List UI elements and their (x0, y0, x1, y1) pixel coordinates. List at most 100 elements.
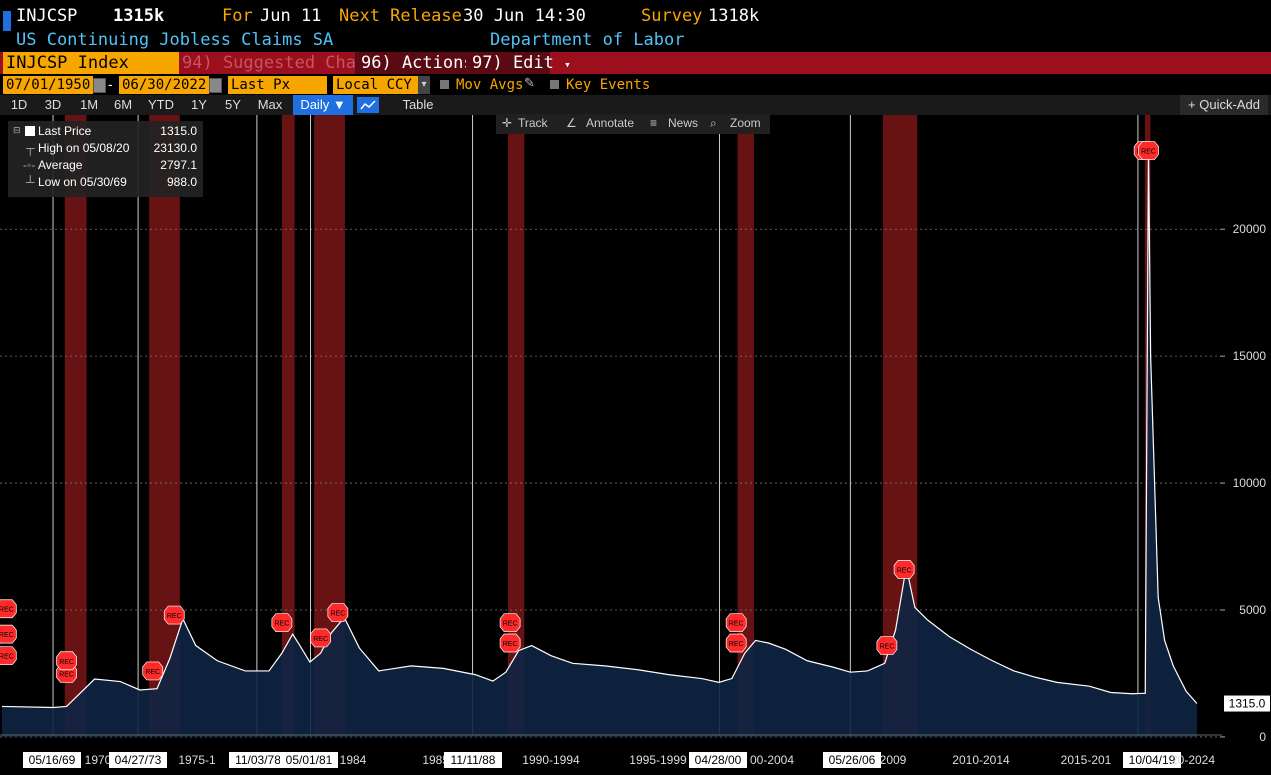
x-tick-label: 20-2024 (1171, 753, 1215, 767)
track-button[interactable]: Track (518, 116, 548, 130)
rec-marker-shape (327, 603, 349, 622)
line-chart-icon[interactable] (357, 97, 379, 113)
table-button[interactable]: Table (402, 97, 434, 112)
low-marker-icon: ┴ (26, 175, 35, 189)
x-tick-label: 04/27/73 (115, 753, 162, 767)
rec-marker-shape (893, 560, 915, 579)
suggested-charts-button[interactable]: 94) Suggested Charts (182, 53, 387, 73)
last-value-tag (1224, 695, 1270, 712)
range-max[interactable]: Max (257, 97, 283, 112)
rec-marker[interactable]: REC (271, 613, 293, 633)
x-tick-label: 05/01/81 (286, 753, 333, 767)
chevron-down-icon[interactable]: ▾ (418, 76, 430, 94)
description-row: US Continuing Jobless Claims SA Departme… (0, 30, 1271, 52)
rec-marker[interactable]: REC (142, 661, 164, 681)
rec-marker[interactable]: REC (163, 605, 185, 625)
survey-value: 1318k (708, 6, 760, 26)
crosshair-icon[interactable]: ✛ (502, 116, 513, 130)
x-tick-box (23, 752, 81, 768)
calendar-icon[interactable] (93, 78, 106, 93)
rec-marker[interactable]: REC (1138, 141, 1159, 160)
key-events-label[interactable]: Key Events (566, 77, 651, 93)
rec-marker[interactable]: REC (499, 613, 521, 633)
end-date-input[interactable]: 06/30/2022 (119, 76, 209, 94)
news-button[interactable]: News (668, 116, 699, 130)
swatch-icon (25, 126, 35, 136)
rec-marker-shape (0, 624, 17, 644)
average-marker-icon: -◦- (23, 158, 36, 172)
line-chart-glyph (360, 100, 376, 110)
x-tick-label: 05/26/06 (829, 753, 876, 767)
high-value: 23130.0 (153, 141, 197, 155)
legend-low: ┴ Low on 05/30/69 988.0 (8, 175, 203, 191)
rec-marker-label: REC (330, 611, 345, 618)
recession-band (64, 115, 87, 735)
security-field[interactable]: INJCSP Index (3, 52, 179, 74)
actions-button[interactable]: 96) Actions ▾ (355, 52, 490, 74)
rec-marker-shape (56, 651, 77, 671)
currency-select[interactable]: Local CCY (333, 76, 420, 94)
rec-marker-label: REC (313, 636, 328, 643)
rec-marker[interactable]: REC (310, 628, 331, 648)
legend-last-price: ⊟ Last Price 1315.0 (8, 124, 203, 140)
recession-band (149, 115, 180, 735)
x-tick-label: 2010-2014 (952, 753, 1010, 767)
zoom-button[interactable]: Zoom (730, 116, 761, 130)
quick-add-button[interactable]: + Quick-Add (1180, 95, 1268, 115)
news-icon[interactable]: ≡ (650, 116, 658, 130)
recession-markers: REC REC REC REC REC REC REC REC REC REC REC REC REC R… (0, 141, 1159, 683)
range-3d[interactable]: 3D (44, 97, 62, 112)
range-1m[interactable]: 1M (79, 97, 99, 112)
rec-marker-label: REC (0, 607, 14, 614)
low-label: Low on 05/30/69 (38, 175, 127, 189)
range-bar: 1D 3D 1M 6M YTD 1Y 5Y Max Daily ▼ Table … (0, 95, 1271, 115)
key-events-checkbox[interactable] (550, 80, 559, 89)
field-select[interactable]: Last Px (228, 76, 327, 94)
recession-band (507, 115, 525, 735)
rec-marker-shape (1138, 141, 1159, 160)
y-tick-label: 15000 (1233, 349, 1267, 363)
y-tick-label: 5000 (1239, 603, 1266, 617)
annotate-button[interactable]: Annotate (586, 116, 635, 130)
rec-marker[interactable]: REC (725, 633, 747, 653)
pencil-icon[interactable]: ✎ (524, 75, 535, 90)
edit-button[interactable]: 97) Edit ▾ (466, 52, 571, 74)
security-color-bar (3, 11, 11, 31)
rec-marker[interactable]: REC (0, 646, 17, 666)
range-5y[interactable]: 5Y (225, 97, 241, 112)
zoom-icon[interactable]: ⌕ (710, 116, 717, 130)
price-chart[interactable]: REC REC REC REC REC REC REC REC REC REC REC REC REC R… (0, 115, 1271, 775)
rec-marker[interactable]: REC (893, 560, 915, 579)
mov-avgs-checkbox[interactable] (440, 80, 449, 89)
collapse-icon[interactable]: ⊟ (13, 125, 21, 135)
start-date-input[interactable]: 07/01/1950 (3, 76, 93, 94)
rec-marker-label: REC (59, 671, 74, 678)
x-tick-box (280, 752, 338, 768)
range-ytd[interactable]: YTD (148, 97, 174, 112)
calendar-icon[interactable] (209, 78, 222, 93)
rec-marker-label: REC (275, 621, 290, 628)
survey-label: Survey (641, 6, 703, 26)
legend-average: -◦- Average 2797.1 (8, 158, 203, 174)
rec-marker[interactable]: REC (499, 633, 521, 653)
rec-marker-shape (0, 599, 17, 619)
rec-marker[interactable]: REC (0, 599, 17, 619)
rec-marker-label: REC (0, 654, 14, 661)
rec-marker[interactable]: REC (0, 624, 17, 644)
frequency-select[interactable]: Daily ▼ (293, 95, 353, 115)
rec-marker[interactable]: REC (56, 651, 77, 671)
pencil-icon[interactable]: ∠ (566, 116, 577, 130)
rec-marker-label: REC (503, 641, 518, 648)
y-tick-label: 20000 (1233, 222, 1267, 236)
mov-avgs-label[interactable]: Mov Avgs (456, 77, 524, 93)
rec-marker[interactable]: REC (327, 603, 349, 622)
x-tick-label: 1995-1999 (629, 753, 687, 767)
range-6m[interactable]: 6M (113, 97, 133, 112)
rec-marker-shape (271, 613, 293, 633)
average-label: Average (38, 158, 83, 172)
rec-marker[interactable]: REC (876, 636, 898, 655)
range-1y[interactable]: 1Y (191, 97, 207, 112)
range-1d[interactable]: 1D (10, 97, 28, 112)
rec-marker[interactable]: REC (725, 613, 747, 633)
y-tick-label: 0 (1259, 730, 1266, 744)
